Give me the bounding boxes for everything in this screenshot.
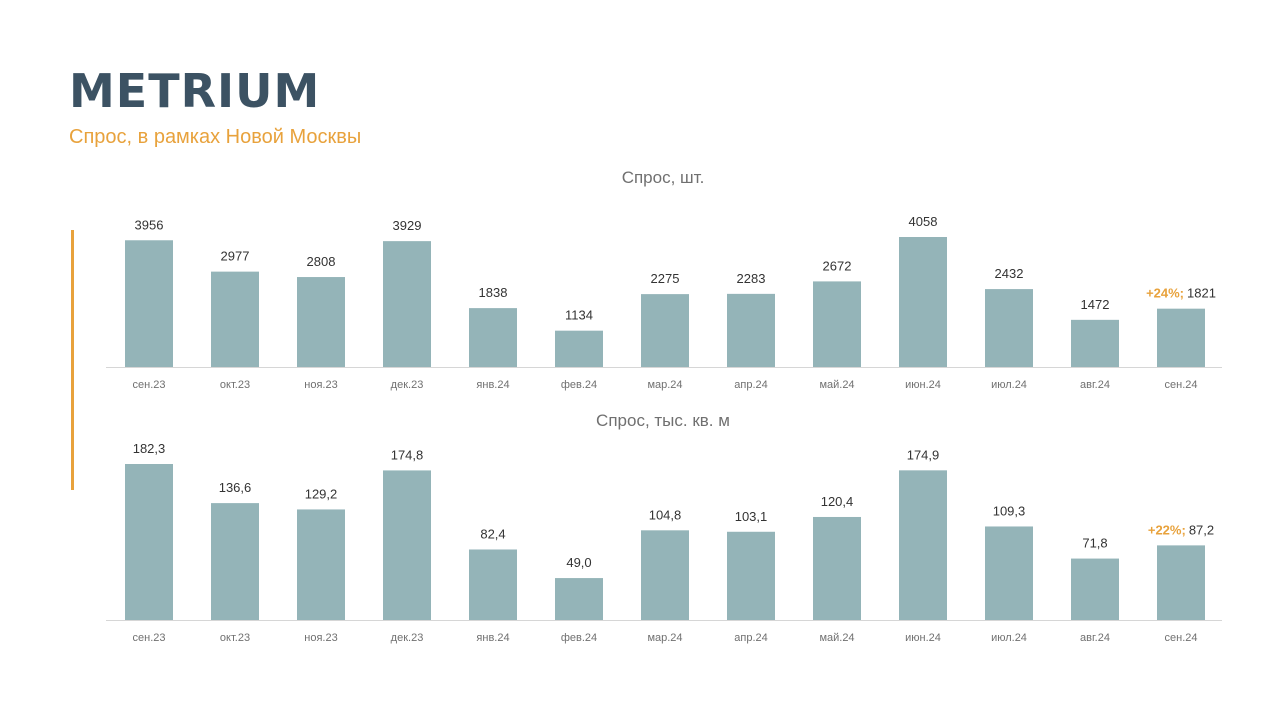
category-label: дек.23 [391, 379, 424, 391]
bar-мар.24 [641, 530, 689, 620]
data-label-highlight: +24%; 1821 [1146, 286, 1216, 301]
category-label: сен.24 [1165, 379, 1198, 391]
data-label: 2432 [995, 266, 1024, 281]
category-label: июн.24 [905, 632, 941, 644]
bar-сен.23 [125, 240, 173, 367]
change-percent: +22%; [1148, 522, 1186, 537]
bar-июл.24 [985, 289, 1033, 367]
chart-2: Спрос, тыс. кв. м 182,3 сен.23 136,6 окт.23 1… [106, 411, 1222, 644]
category-label: май.24 [819, 379, 854, 391]
bar-авг.24 [1071, 558, 1119, 620]
page-subtitle: Спрос, в рамках Новой Москвы [69, 126, 362, 148]
bar-янв.24 [469, 308, 517, 367]
bar-ноя.23 [297, 509, 345, 620]
data-label: 174,8 [391, 447, 424, 462]
data-label: 4058 [909, 214, 938, 229]
bar-фев.24 [555, 578, 603, 620]
data-label: 104,8 [649, 507, 682, 522]
data-label: 2808 [307, 254, 336, 269]
data-label: 174,9 [907, 447, 940, 462]
data-label: 2672 [823, 258, 852, 273]
data-label: 71,8 [1082, 536, 1107, 551]
bar-ноя.23 [297, 277, 345, 367]
data-label: 1472 [1081, 297, 1110, 312]
category-label: мар.24 [647, 379, 682, 391]
bar-окт.23 [211, 503, 259, 620]
data-label: 2275 [651, 271, 680, 286]
data-label: 136,6 [219, 480, 252, 495]
category-label: фев.24 [561, 632, 597, 644]
data-label: 49,0 [566, 555, 591, 570]
data-label: 129,2 [305, 486, 338, 501]
category-label: янв.24 [476, 379, 509, 391]
data-label-highlight: +22%; 87,2 [1148, 522, 1214, 537]
bar-фев.24 [555, 330, 603, 367]
change-percent: +24%; [1146, 286, 1184, 301]
bar-дек.23 [383, 470, 431, 620]
metrium-logo: METRIUM [69, 64, 321, 118]
category-label: апр.24 [734, 379, 767, 391]
data-label: 2283 [737, 271, 766, 286]
category-label: янв.24 [476, 632, 509, 644]
data-label: 182,3 [133, 441, 166, 456]
category-label: июл.24 [991, 632, 1027, 644]
category-label: сен.23 [133, 632, 166, 644]
data-label: 82,4 [480, 526, 505, 541]
bar-апр.24 [727, 293, 775, 367]
category-label: июн.24 [905, 379, 941, 391]
category-label: май.24 [819, 632, 854, 644]
category-label: окт.23 [220, 379, 250, 391]
bar-июл.24 [985, 526, 1033, 620]
bar-сен.24 [1157, 545, 1205, 620]
category-label: сен.24 [1165, 632, 1198, 644]
data-label: 1821 [1187, 286, 1216, 301]
bar-авг.24 [1071, 319, 1119, 367]
bar-сен.23 [125, 464, 173, 620]
bar-янв.24 [469, 549, 517, 620]
bar-мар.24 [641, 294, 689, 367]
category-label: мар.24 [647, 632, 682, 644]
category-label: сен.23 [133, 379, 166, 391]
accent-divider [71, 230, 74, 490]
bar-сен.24 [1157, 308, 1205, 367]
category-label: авг.24 [1080, 379, 1110, 391]
chart-1: Спрос, шт. 3956 сен.23 2977 окт.23 2808 ноя.23… [106, 168, 1222, 391]
bar-май.24 [813, 516, 861, 620]
data-label: 2977 [221, 249, 250, 264]
category-label: ноя.23 [304, 379, 337, 391]
category-label: дек.23 [391, 632, 424, 644]
bar-окт.23 [211, 271, 259, 367]
data-label: 103,1 [735, 509, 768, 524]
category-label: ноя.23 [304, 632, 337, 644]
data-label: 1134 [565, 308, 593, 323]
data-label: 109,3 [993, 503, 1026, 518]
bar-апр.24 [727, 531, 775, 620]
bar-май.24 [813, 281, 861, 367]
category-label: июл.24 [991, 379, 1027, 391]
data-label: 120,4 [821, 494, 854, 509]
data-label: 3929 [393, 218, 422, 233]
bar-дек.23 [383, 241, 431, 367]
category-label: авг.24 [1080, 632, 1110, 644]
bar-июн.24 [899, 470, 947, 620]
data-label: 3956 [135, 217, 164, 232]
bar-июн.24 [899, 237, 947, 367]
category-label: фев.24 [561, 379, 597, 391]
category-label: окт.23 [220, 632, 250, 644]
category-label: апр.24 [734, 632, 767, 644]
data-label: 87,2 [1189, 522, 1214, 537]
data-label: 1838 [479, 285, 508, 300]
chart-title: Спрос, шт. [622, 168, 705, 187]
chart-title: Спрос, тыс. кв. м [596, 411, 730, 430]
